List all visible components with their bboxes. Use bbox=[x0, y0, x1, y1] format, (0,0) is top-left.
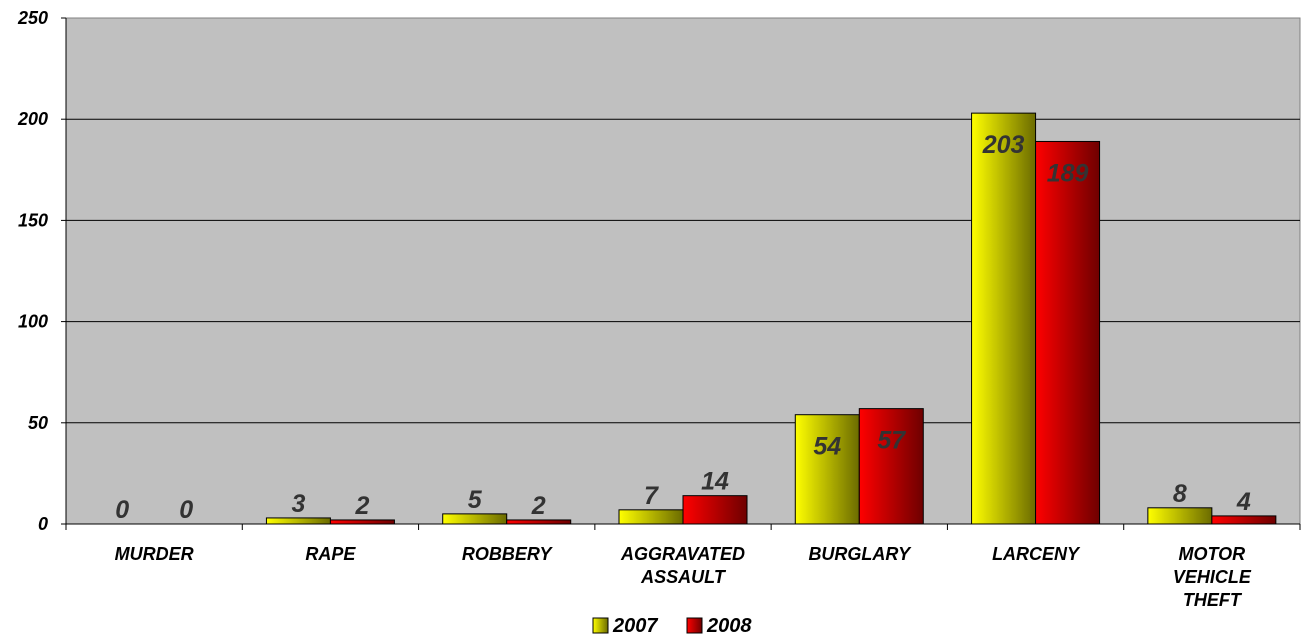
bar-2007 bbox=[1147, 507, 1213, 525]
data-label: 203 bbox=[982, 131, 1025, 159]
bar-2007 bbox=[265, 517, 331, 525]
data-label: 2 bbox=[531, 492, 546, 520]
bar-2008 bbox=[682, 495, 748, 525]
y-tick-label: 250 bbox=[17, 8, 48, 28]
bar-2007 bbox=[442, 513, 508, 525]
bar-2007 bbox=[794, 414, 860, 525]
data-label: 7 bbox=[644, 482, 659, 510]
data-label: 5 bbox=[468, 486, 483, 514]
x-tick-label: AGGRAVATED bbox=[620, 544, 745, 564]
data-label: 0 bbox=[115, 496, 129, 524]
y-tick-label: 50 bbox=[28, 413, 48, 433]
data-label: 57 bbox=[877, 427, 906, 455]
legend-label-2007: 2007 bbox=[612, 615, 658, 637]
y-tick-label: 150 bbox=[18, 210, 48, 230]
data-label: 54 bbox=[813, 433, 841, 461]
data-label: 0 bbox=[179, 496, 193, 524]
bar-2008 bbox=[858, 408, 924, 525]
bar-2008 bbox=[1035, 140, 1101, 525]
legend-label-2008: 2008 bbox=[706, 615, 752, 637]
x-tick-label: MOTOR bbox=[1179, 544, 1246, 564]
y-tick-label: 100 bbox=[18, 312, 48, 332]
data-labels: 0 0 3 2 5 2 7 14 54 57 203 189 8 4 bbox=[115, 131, 1251, 524]
x-tick-label: VEHICLE bbox=[1173, 567, 1252, 587]
legend: 2007 2008 bbox=[592, 615, 752, 637]
bar-2007 bbox=[618, 509, 684, 525]
x-tick-label: THEFT bbox=[1183, 590, 1243, 610]
x-tick-label: ROBBERY bbox=[462, 544, 554, 564]
data-label: 3 bbox=[291, 490, 305, 518]
bar-2008 bbox=[329, 519, 395, 525]
x-axis: MURDER RAPE ROBBERY AGGRAVATED ASSAULT BURGLA… bbox=[65, 523, 1301, 610]
bars bbox=[265, 112, 1277, 525]
data-label: 14 bbox=[701, 468, 729, 496]
data-label: 8 bbox=[1173, 480, 1187, 508]
x-tick-label: RAPE bbox=[305, 544, 356, 564]
data-label: 4 bbox=[1236, 488, 1251, 516]
data-label: 189 bbox=[1047, 159, 1089, 187]
y-tick-label: 200 bbox=[17, 109, 48, 129]
x-tick-label: ASSAULT bbox=[640, 567, 727, 587]
x-tick-label: BURGLARY bbox=[808, 544, 912, 564]
x-tick-label: LARCENY bbox=[992, 544, 1081, 564]
legend-swatch-2008 bbox=[686, 617, 703, 634]
legend-swatch-2007 bbox=[592, 617, 609, 634]
y-tick-label: 0 bbox=[38, 514, 48, 534]
bar-2008 bbox=[506, 519, 572, 525]
plot-area bbox=[65, 17, 1301, 525]
y-axis: 0 50 100 150 200 250 bbox=[17, 8, 67, 534]
data-label: 2 bbox=[354, 492, 369, 520]
bar-2008 bbox=[1211, 515, 1277, 525]
x-tick-label: MURDER bbox=[115, 544, 194, 564]
bar-2007 bbox=[971, 112, 1037, 525]
